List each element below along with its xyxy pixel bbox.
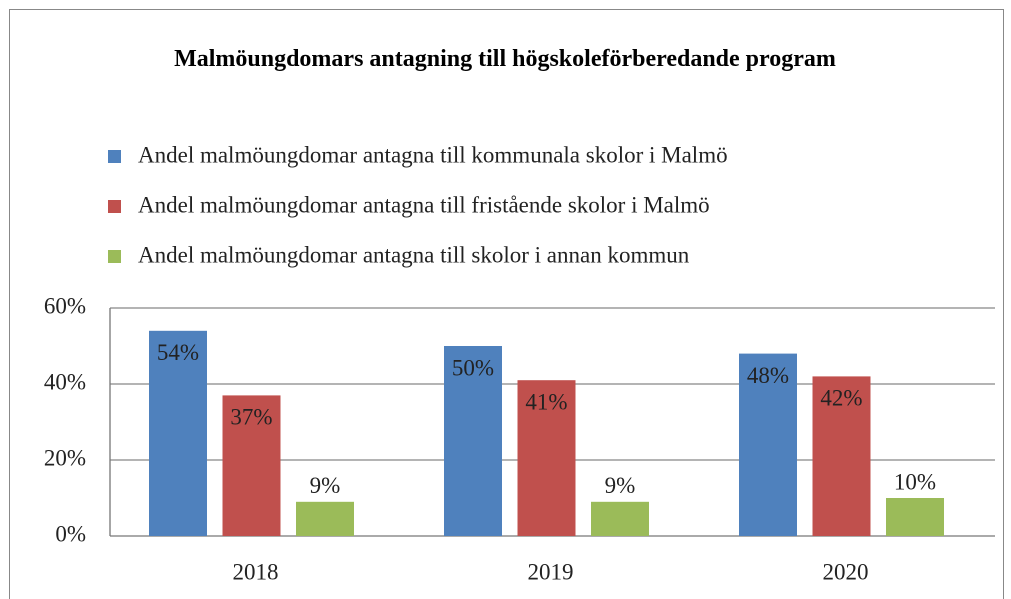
value-label: 42% (820, 386, 862, 411)
bar (444, 346, 502, 536)
legend-label: Andel malmöungdomar antagna till skolor … (138, 242, 690, 267)
value-label: 41% (525, 389, 567, 414)
chart-frame (9, 9, 1004, 599)
value-label: 10% (894, 469, 936, 494)
x-tick-label: 2019 (528, 559, 574, 584)
bar (517, 380, 576, 536)
value-label: 48% (747, 363, 789, 388)
bar (591, 501, 649, 536)
bar (149, 330, 207, 536)
y-tick-label: 40% (44, 369, 86, 394)
legend-label: Andel malmöungdomar antagna till kommuna… (138, 142, 728, 167)
legend-label: Andel malmöungdomar antagna till friståe… (138, 192, 710, 217)
y-tick-label: 0% (55, 521, 86, 546)
chart-title: Malmöungdomars antagning till högskolefö… (174, 46, 836, 72)
bar (886, 498, 944, 536)
value-label: 37% (230, 405, 272, 430)
legend-swatch (108, 200, 121, 213)
value-label: 9% (310, 473, 341, 498)
bar (222, 395, 281, 536)
value-label: 9% (605, 473, 636, 498)
bar (296, 501, 354, 536)
value-label: 54% (157, 340, 199, 365)
y-tick-label: 60% (44, 293, 86, 318)
y-tick-label: 20% (44, 445, 86, 470)
legend-swatch (108, 150, 121, 163)
x-tick-label: 2020 (823, 559, 869, 584)
legend-swatch (108, 250, 121, 263)
bar (739, 353, 797, 536)
bar (812, 376, 871, 536)
x-tick-label: 2018 (233, 559, 279, 584)
value-label: 50% (452, 355, 494, 380)
